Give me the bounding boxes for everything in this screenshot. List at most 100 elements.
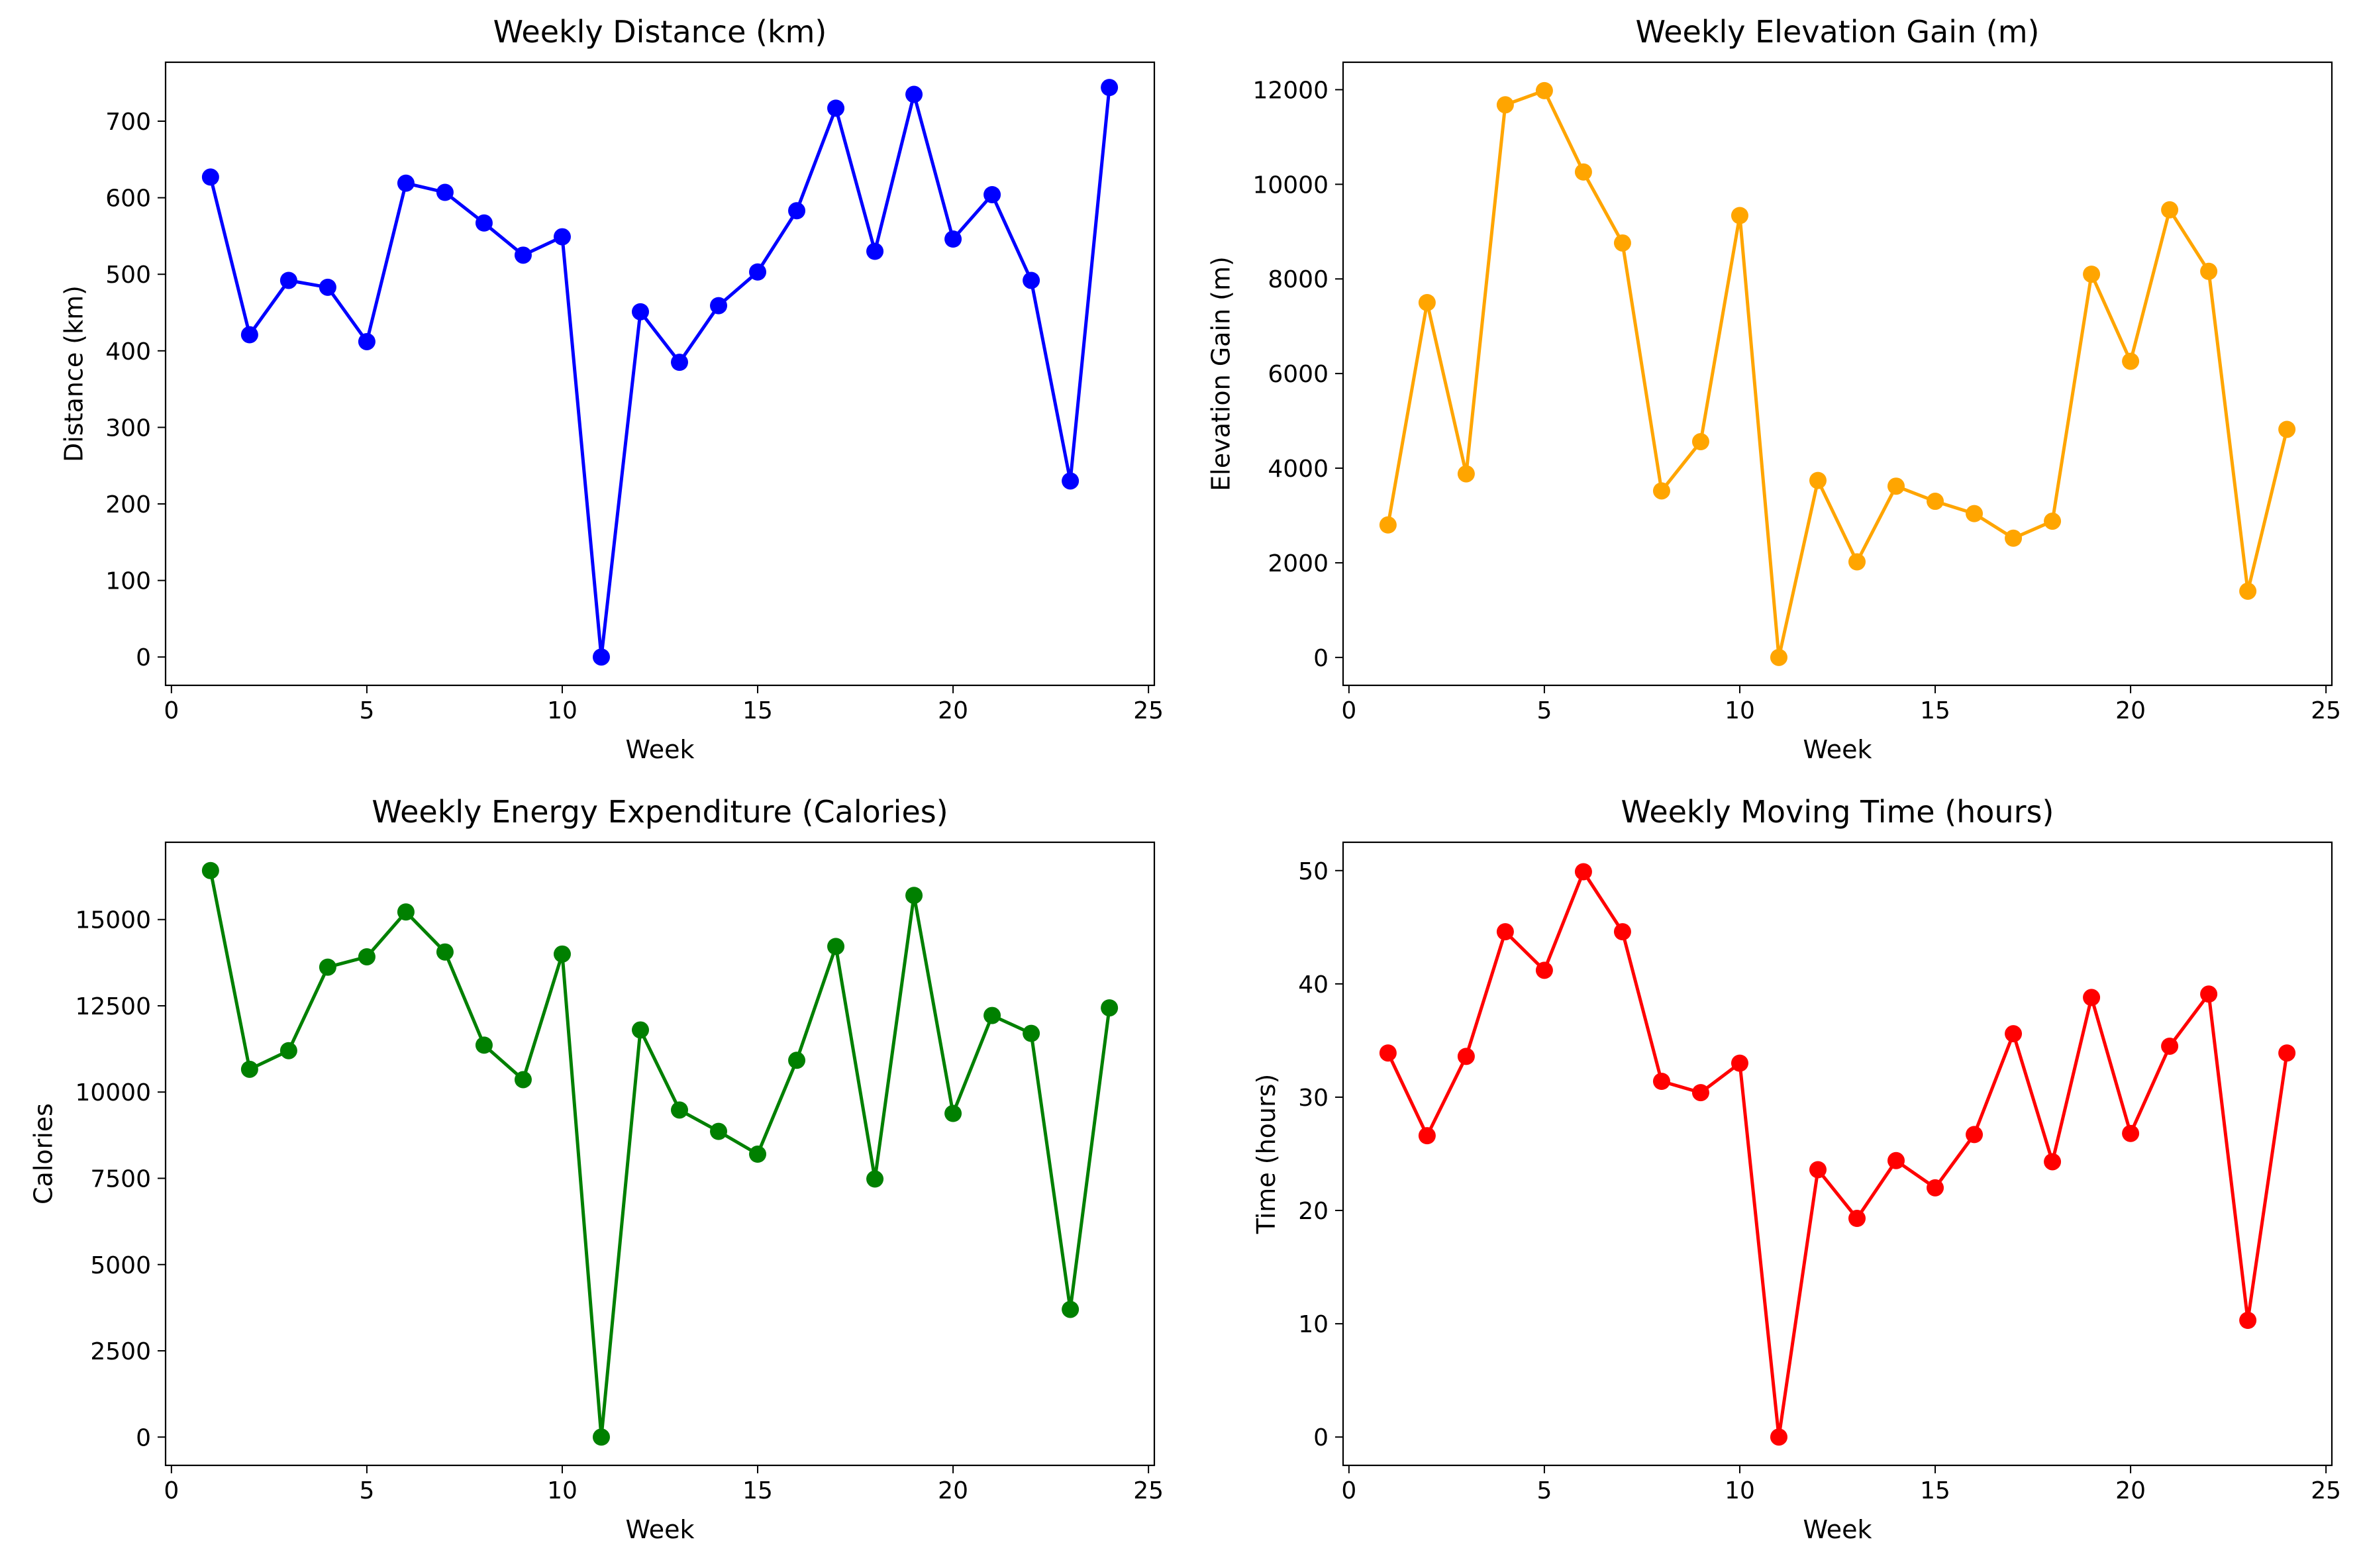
x-axis-label: Week: [1803, 1515, 1872, 1544]
data-point: [279, 1042, 297, 1059]
y-tick-label: 12000: [1252, 77, 1329, 104]
data-point: [983, 185, 1001, 203]
data-point: [1062, 472, 1080, 490]
data-point: [749, 1146, 767, 1163]
data-point: [553, 228, 571, 246]
x-axis-label: Week: [625, 1515, 694, 1544]
data-point: [2083, 266, 2101, 283]
data-point: [788, 202, 806, 220]
y-axis-label: Elevation Gain (m): [1206, 256, 1235, 491]
x-tick-label: 20: [938, 1477, 968, 1504]
x-tick-label: 5: [1536, 697, 1552, 724]
data-point: [631, 303, 649, 320]
data-point: [2239, 1312, 2257, 1330]
data-point: [2083, 989, 2101, 1006]
data-point: [1613, 234, 1631, 252]
x-tick-label: 0: [1341, 697, 1356, 724]
y-tick-label: 30: [1298, 1085, 1329, 1112]
data-point: [1496, 923, 1514, 941]
data-point: [710, 297, 728, 315]
data-point: [944, 1104, 962, 1122]
y-tick-label: 20: [1298, 1198, 1329, 1225]
data-point: [1101, 79, 1119, 97]
y-tick-label: 6000: [1268, 361, 1329, 388]
data-point: [866, 1170, 884, 1188]
x-tick-label: 25: [2311, 697, 2341, 724]
x-tick-label: 15: [742, 1477, 773, 1504]
data-point: [2161, 201, 2179, 219]
y-tick-label: 4000: [1268, 456, 1329, 483]
x-tick-label: 15: [1920, 697, 1950, 724]
axes-frame: [164, 61, 1156, 687]
data-point: [749, 263, 767, 281]
data-point: [2044, 1153, 2062, 1171]
y-tick-label: 700: [105, 109, 151, 136]
data-point: [1457, 1048, 1475, 1065]
y-tick-label: 0: [136, 1424, 151, 1451]
panel-distance: Weekly Distance (km) Week Distance (km) …: [59, 14, 1164, 764]
y-tick-label: 400: [105, 338, 151, 366]
data-point: [671, 354, 689, 371]
data-point: [866, 242, 884, 260]
data-point: [592, 1428, 610, 1446]
data-point: [436, 183, 454, 201]
data-point: [2044, 513, 2062, 530]
data-point: [592, 648, 610, 666]
data-point: [1887, 1152, 1905, 1169]
data-point: [1535, 961, 1553, 979]
data-point: [671, 1101, 689, 1119]
data-point: [1652, 482, 1670, 500]
data-point: [1418, 293, 1436, 311]
y-tick-label: 10000: [1252, 172, 1329, 199]
y-tick-label: 200: [105, 491, 151, 518]
data-point: [475, 1036, 493, 1054]
data-point: [201, 861, 219, 879]
data-point: [201, 168, 219, 186]
data-point: [1809, 1161, 1827, 1179]
data-point: [631, 1021, 649, 1039]
data-point: [1770, 648, 1787, 666]
series-line: [1386, 870, 2289, 1439]
data-point: [905, 85, 923, 103]
data-point: [1848, 1210, 1866, 1228]
panel-title: Weekly Energy Expenditure (Calories): [372, 794, 948, 830]
y-tick-label: 5000: [90, 1252, 151, 1279]
data-point: [1966, 505, 1984, 522]
data-point: [827, 99, 845, 117]
x-tick-label: 5: [359, 697, 374, 724]
y-tick-label: 300: [105, 415, 151, 442]
y-tick-label: 2000: [1268, 550, 1329, 577]
x-tick-label: 5: [1536, 1477, 1552, 1504]
panel-calories: Weekly Energy Expenditure (Calories) Wee…: [28, 794, 1164, 1544]
series-line: [209, 87, 1111, 659]
y-tick-label: 40: [1298, 971, 1329, 999]
x-tick-label: 0: [164, 697, 179, 724]
data-point: [2005, 529, 2023, 547]
data-point: [240, 326, 258, 344]
x-tick-label: 15: [742, 697, 773, 724]
y-tick-label: 500: [105, 262, 151, 289]
y-tick-label: 600: [105, 185, 151, 213]
data-point: [2278, 1044, 2296, 1062]
y-tick-label: 0: [1313, 1424, 1329, 1451]
data-point: [944, 230, 962, 248]
x-tick-label: 10: [547, 1477, 578, 1504]
y-tick-label: 50: [1298, 858, 1329, 885]
x-tick-label: 10: [1725, 1477, 1755, 1504]
data-point: [514, 246, 532, 264]
data-point: [2161, 1037, 2179, 1055]
data-point: [1496, 96, 1514, 114]
data-point: [553, 945, 571, 963]
y-tick-label: 0: [136, 644, 151, 671]
data-point: [1691, 1084, 1709, 1102]
data-point: [983, 1006, 1001, 1024]
data-point: [710, 1122, 728, 1140]
data-point: [1379, 1044, 1397, 1062]
data-point: [358, 948, 376, 965]
data-point: [1574, 163, 1592, 181]
data-point: [2005, 1025, 2023, 1043]
data-point: [319, 278, 336, 296]
data-point: [2200, 985, 2218, 1003]
x-tick-label: 20: [938, 697, 968, 724]
x-tick-label: 0: [164, 1477, 179, 1504]
